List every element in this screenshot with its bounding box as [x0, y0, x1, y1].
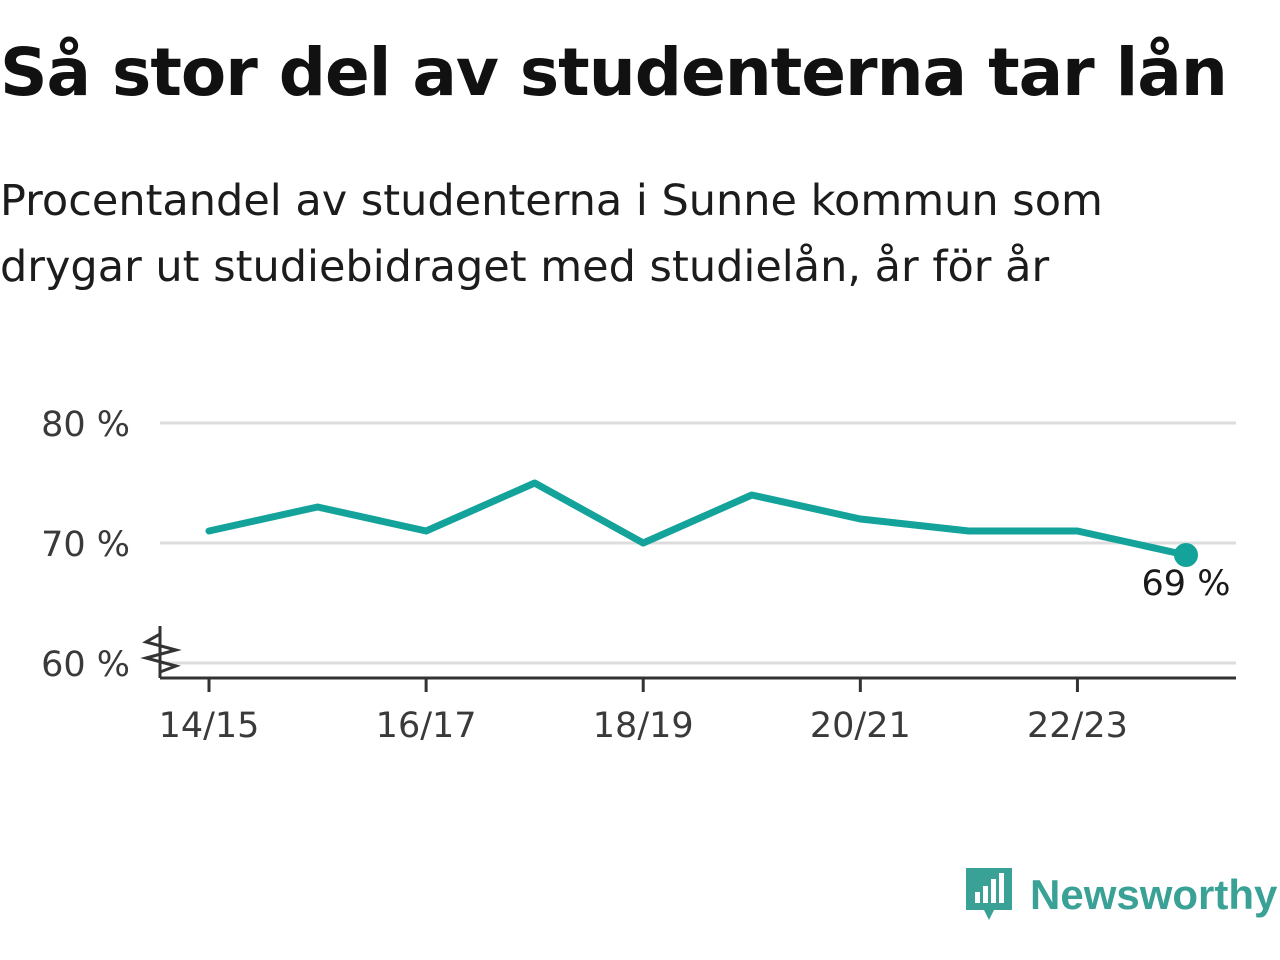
newsworthy-logo-icon — [966, 868, 1012, 920]
y-tick-label: 70 % — [41, 525, 130, 565]
y-axis-break-icon — [140, 632, 182, 674]
x-tick-label: 16/17 — [376, 706, 477, 746]
brand-name: Newsworthy — [1030, 871, 1278, 918]
series-line — [205, 479, 1190, 559]
y-tick-label: 80 % — [41, 405, 130, 445]
x-tick-label: 18/19 — [593, 706, 694, 746]
chart-title: Så stor del av studenterna tar lån — [0, 34, 1228, 111]
x-tick-label: 14/15 — [159, 706, 260, 746]
chart-subtitle: Procentandel av studenterna i Sunne komm… — [0, 176, 1103, 292]
brand-logo: Newsworthy — [962, 862, 1277, 928]
last-value-label: 69 % — [1142, 564, 1231, 604]
line-chart: 60 % 70 % 80 % 14/15 16/17 18/19 20/21 22/23 69 … — [41, 405, 1236, 746]
last-data-point — [1174, 543, 1198, 567]
y-tick-label: 60 % — [41, 645, 130, 685]
x-tick-label: 22/23 — [1027, 706, 1128, 746]
x-tick-label: 20/21 — [810, 706, 911, 746]
